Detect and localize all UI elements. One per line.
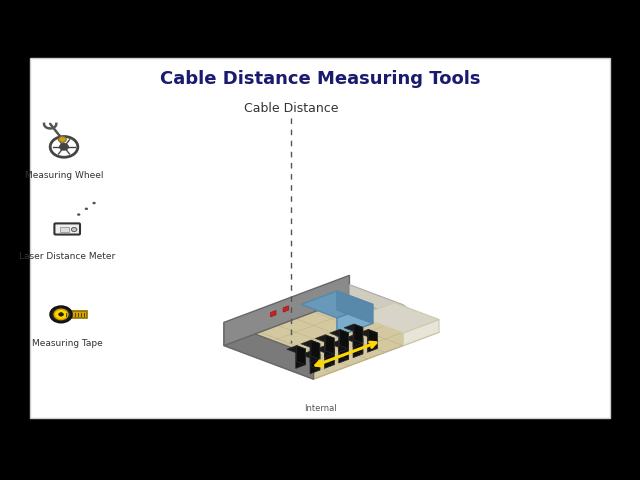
Polygon shape — [344, 335, 363, 342]
Polygon shape — [301, 291, 372, 318]
Polygon shape — [368, 329, 377, 348]
Polygon shape — [316, 335, 334, 342]
Polygon shape — [224, 299, 439, 379]
Polygon shape — [325, 346, 334, 365]
Polygon shape — [283, 306, 289, 312]
Circle shape — [59, 136, 67, 142]
Text: Internal: Internal — [304, 405, 336, 413]
Text: Measuring Wheel: Measuring Wheel — [25, 171, 103, 180]
FancyBboxPatch shape — [54, 223, 80, 235]
Bar — [66, 311, 87, 318]
Polygon shape — [339, 344, 349, 363]
Polygon shape — [324, 349, 334, 369]
Polygon shape — [324, 338, 334, 358]
Text: Laser Distance Meter: Laser Distance Meter — [19, 252, 115, 261]
Polygon shape — [354, 335, 363, 354]
Polygon shape — [353, 338, 363, 358]
Circle shape — [77, 213, 81, 216]
Text: Cable Distance Measuring Tools: Cable Distance Measuring Tools — [160, 70, 480, 88]
Polygon shape — [301, 351, 320, 358]
Polygon shape — [337, 291, 372, 324]
Polygon shape — [358, 303, 439, 333]
Polygon shape — [296, 346, 305, 365]
Polygon shape — [367, 333, 377, 352]
Circle shape — [72, 228, 77, 231]
Polygon shape — [310, 344, 320, 363]
Polygon shape — [296, 349, 305, 369]
Bar — [30, 58, 610, 418]
Polygon shape — [271, 311, 276, 317]
Bar — [60, 227, 68, 232]
Text: Cable Distance: Cable Distance — [244, 101, 339, 115]
Polygon shape — [403, 320, 439, 346]
Polygon shape — [310, 354, 320, 374]
Circle shape — [54, 309, 68, 320]
Polygon shape — [340, 340, 349, 360]
Polygon shape — [224, 276, 349, 346]
Polygon shape — [311, 351, 320, 370]
Polygon shape — [330, 340, 349, 347]
Polygon shape — [337, 304, 372, 337]
Polygon shape — [349, 285, 439, 332]
Circle shape — [92, 202, 96, 204]
Polygon shape — [339, 333, 349, 352]
Circle shape — [84, 207, 88, 210]
Polygon shape — [354, 324, 363, 343]
Polygon shape — [224, 323, 314, 379]
Circle shape — [51, 306, 72, 323]
Polygon shape — [330, 329, 349, 336]
Text: Measuring Tape: Measuring Tape — [32, 339, 102, 348]
Circle shape — [60, 144, 68, 150]
Polygon shape — [325, 335, 334, 354]
Polygon shape — [353, 327, 363, 347]
Polygon shape — [344, 324, 363, 331]
Polygon shape — [316, 346, 334, 353]
Polygon shape — [301, 340, 320, 347]
Polygon shape — [311, 340, 320, 360]
Circle shape — [59, 312, 63, 316]
Polygon shape — [340, 329, 349, 348]
Polygon shape — [287, 346, 305, 353]
Polygon shape — [358, 329, 377, 336]
